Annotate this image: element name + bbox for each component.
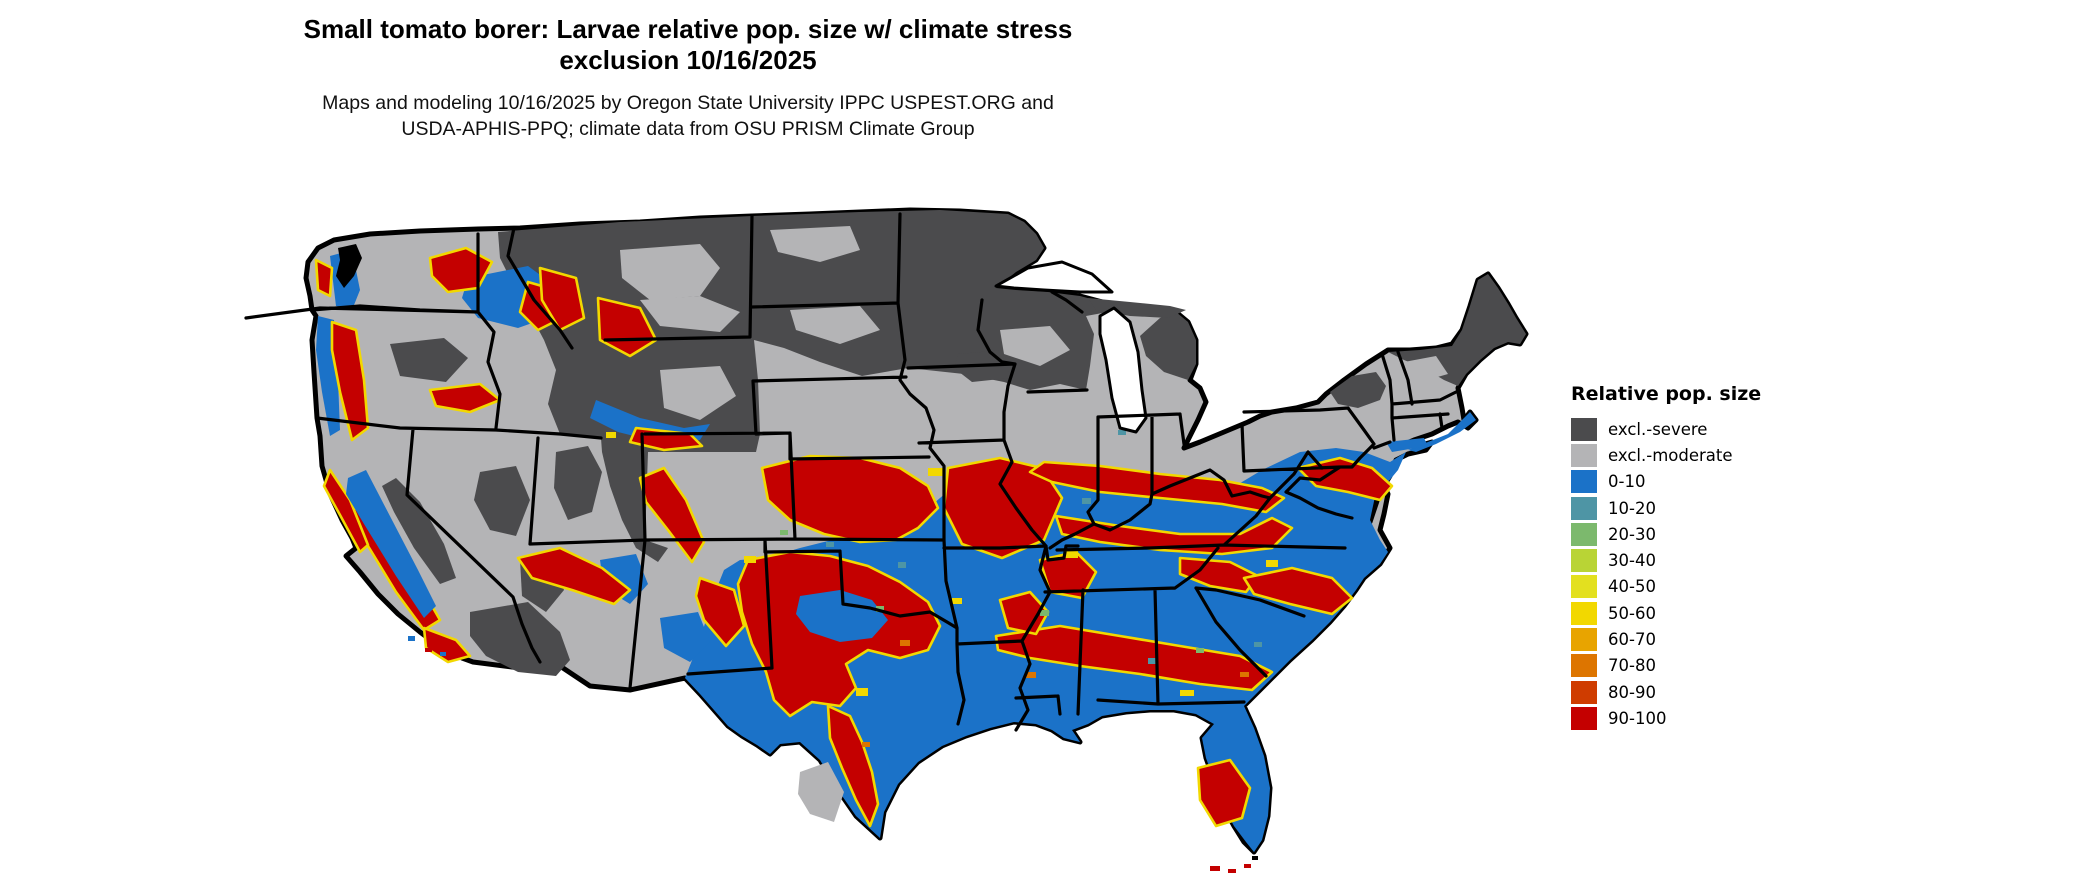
- legend-item: 40-50: [1571, 574, 1761, 600]
- island-dots: [408, 636, 1258, 873]
- legend-item-label: 60-70: [1608, 630, 1656, 650]
- map-legend: Relative pop. size excl.-severe excl.-mo…: [1571, 383, 1761, 732]
- legend-swatch: [1571, 470, 1597, 494]
- map-title-line2: exclusion 10/16/2025: [559, 45, 817, 75]
- map-header: Small tomato borer: Larvae relative pop.…: [0, 14, 1376, 142]
- mid-scale-specks: [606, 430, 1278, 747]
- legend-swatch: [1571, 549, 1597, 573]
- legend-item: excl.-moderate: [1571, 442, 1761, 468]
- legend-item-label: 30-40: [1608, 551, 1656, 571]
- legend-item-label: 10-20: [1608, 498, 1656, 518]
- great-lakes: [994, 260, 1148, 434]
- map-subtitle: Maps and modeling 10/16/2025 by Oregon S…: [0, 90, 1376, 142]
- legend-rows: excl.-severe excl.-moderate 0-10 10-20 2…: [1571, 416, 1761, 732]
- legend-swatch: [1571, 443, 1597, 467]
- legend-item: 50-60: [1571, 600, 1761, 626]
- legend-swatch: [1571, 575, 1597, 599]
- legend-item: 70-80: [1571, 653, 1761, 679]
- legend-swatch: [1571, 601, 1597, 625]
- legend-swatch: [1571, 680, 1597, 704]
- legend-swatch: [1571, 706, 1597, 730]
- map-title-line1: Small tomato borer: Larvae relative pop.…: [303, 14, 1073, 44]
- legend-swatch: [1571, 628, 1597, 652]
- legend-item: 10-20: [1571, 495, 1761, 521]
- legend-item-label: 20-30: [1608, 524, 1656, 544]
- legend-item: 20-30: [1571, 521, 1761, 547]
- legend-item-label: 90-100: [1608, 708, 1667, 728]
- map-subtitle-line1: Maps and modeling 10/16/2025 by Oregon S…: [322, 92, 1054, 114]
- legend-item: 90-100: [1571, 705, 1761, 731]
- puget-sound: [336, 244, 362, 288]
- legend-item: 80-90: [1571, 679, 1761, 705]
- moderate-exclusion-patches: [620, 226, 1448, 420]
- map-title: Small tomato borer: Larvae relative pop.…: [0, 14, 1376, 76]
- legend-swatch: [1571, 417, 1597, 441]
- legend-item-label: excl.-severe: [1608, 419, 1708, 439]
- legend-item-label: excl.-moderate: [1608, 445, 1733, 465]
- legend-item: excl.-severe: [1571, 416, 1761, 442]
- legend-item-label: 80-90: [1608, 682, 1656, 702]
- legend-item: 60-70: [1571, 626, 1761, 652]
- legend-item-label: 50-60: [1608, 603, 1656, 623]
- legend-item-label: 0-10: [1608, 472, 1646, 492]
- legend-item: 30-40: [1571, 547, 1761, 573]
- blue-over-red-details: [346, 470, 888, 642]
- legend-item: 0-10: [1571, 469, 1761, 495]
- lake-superior: [994, 260, 1114, 294]
- south-texas-gray-pocket: [798, 762, 844, 822]
- legend-swatch: [1571, 654, 1597, 678]
- map-subtitle-line2: USDA-APHIS-PPQ; climate data from OSU PR…: [401, 118, 975, 140]
- legend-swatch: [1571, 522, 1597, 546]
- state-borders: [244, 212, 1458, 732]
- lake-michigan: [1098, 306, 1148, 434]
- legend-title: Relative pop. size: [1571, 383, 1762, 405]
- legend-item-label: 40-50: [1608, 577, 1656, 597]
- legend-item-label: 70-80: [1608, 656, 1656, 676]
- legend-swatch: [1571, 496, 1597, 520]
